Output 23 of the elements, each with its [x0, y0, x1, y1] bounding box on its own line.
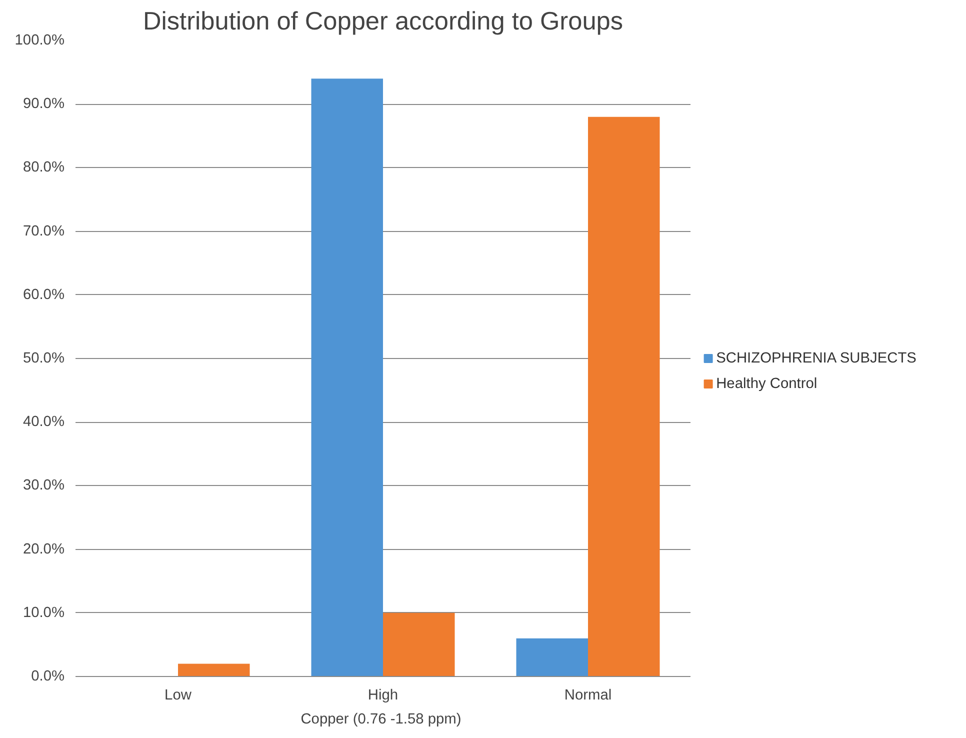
x-tick-label: High — [368, 688, 398, 704]
y-tick-label: 0.0% — [31, 668, 64, 684]
bar — [516, 638, 588, 676]
y-tick-label: 20.0% — [22, 541, 65, 558]
bar — [383, 612, 455, 676]
legend-label: Healthy Control — [716, 376, 818, 392]
x-tick-label: Low — [164, 688, 192, 704]
y-tick-label: 100.0% — [14, 32, 65, 48]
y-tick-label: 80.0% — [22, 160, 65, 176]
bar — [178, 664, 250, 676]
legend-label: SCHIZOPHRENIA SUBJECTS — [716, 350, 917, 366]
y-tick-label: 10.0% — [22, 604, 65, 621]
y-tick-label: 90.0% — [22, 96, 65, 112]
chart-title: Distribution of Copper according to Groups — [142, 8, 624, 36]
y-tick-label: 60.0% — [22, 286, 65, 303]
y-tick-label: 50.0% — [22, 350, 65, 366]
x-tick-label: Normal — [564, 688, 612, 704]
x-axis-title: Copper (0.76 -1.58 ppm) — [300, 712, 462, 728]
bar — [311, 78, 383, 676]
y-tick-label: 70.0% — [22, 223, 65, 240]
y-tick-label: 30.0% — [22, 478, 65, 494]
bar — [588, 116, 660, 676]
y-tick-label: 40.0% — [22, 414, 65, 430]
